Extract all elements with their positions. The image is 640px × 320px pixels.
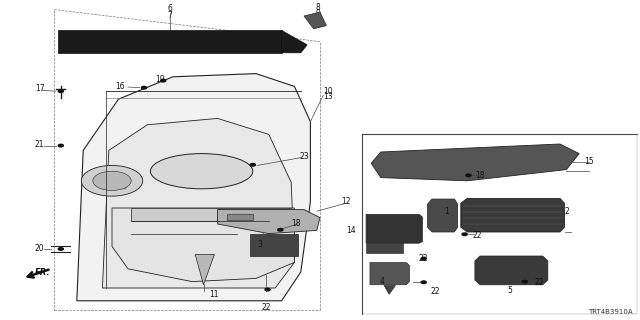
Text: FR.: FR. (35, 268, 50, 277)
Polygon shape (227, 214, 253, 220)
Polygon shape (195, 254, 214, 285)
Text: TRT4B3910A: TRT4B3910A (588, 309, 632, 315)
Text: 20: 20 (35, 244, 45, 253)
Text: 22: 22 (262, 303, 271, 312)
Text: 10: 10 (323, 87, 333, 96)
Text: 6: 6 (167, 4, 172, 13)
Polygon shape (131, 208, 291, 221)
Text: 21: 21 (35, 140, 44, 149)
Text: 5: 5 (508, 286, 513, 295)
Text: 3: 3 (257, 240, 262, 249)
Circle shape (81, 165, 143, 196)
Circle shape (141, 86, 147, 89)
Circle shape (278, 228, 283, 231)
Circle shape (250, 164, 255, 166)
Text: 13: 13 (323, 92, 333, 101)
Text: 15: 15 (584, 157, 594, 166)
Circle shape (58, 90, 63, 92)
Text: Q: Q (122, 184, 127, 190)
Text: 17: 17 (35, 84, 45, 93)
Text: 4: 4 (380, 277, 385, 286)
Polygon shape (77, 74, 310, 301)
Circle shape (421, 257, 426, 260)
Polygon shape (428, 199, 458, 232)
Text: 8: 8 (316, 4, 321, 12)
Polygon shape (475, 256, 548, 285)
Polygon shape (102, 118, 294, 288)
Text: 12: 12 (341, 197, 350, 206)
Polygon shape (370, 262, 410, 285)
Text: 22: 22 (431, 287, 440, 296)
Polygon shape (371, 144, 579, 181)
Text: 11: 11 (209, 290, 218, 299)
Polygon shape (366, 214, 422, 243)
Text: 1: 1 (444, 207, 449, 216)
Text: 22: 22 (419, 254, 428, 263)
Circle shape (93, 171, 131, 190)
Circle shape (522, 280, 527, 283)
Ellipse shape (150, 154, 253, 189)
Circle shape (466, 174, 471, 177)
Polygon shape (250, 234, 298, 256)
Polygon shape (112, 208, 294, 282)
Text: 16: 16 (115, 82, 125, 91)
Polygon shape (384, 285, 396, 294)
Polygon shape (282, 30, 307, 53)
Text: 14: 14 (346, 226, 356, 235)
Circle shape (265, 288, 270, 291)
Text: 2: 2 (564, 207, 569, 216)
Circle shape (462, 233, 467, 236)
Circle shape (421, 281, 426, 284)
Text: 22: 22 (535, 278, 544, 287)
Circle shape (58, 144, 63, 147)
Text: 23: 23 (300, 152, 310, 161)
Text: 19: 19 (155, 75, 165, 84)
Polygon shape (366, 243, 403, 253)
Polygon shape (461, 198, 564, 232)
Circle shape (161, 79, 166, 82)
Text: 22: 22 (472, 231, 481, 240)
Polygon shape (304, 12, 326, 29)
Text: 9: 9 (316, 9, 321, 18)
Polygon shape (218, 210, 320, 234)
Text: 18: 18 (291, 219, 300, 228)
Circle shape (58, 248, 63, 250)
Text: 18: 18 (476, 171, 484, 180)
Polygon shape (58, 30, 282, 53)
Text: 7: 7 (167, 11, 172, 20)
